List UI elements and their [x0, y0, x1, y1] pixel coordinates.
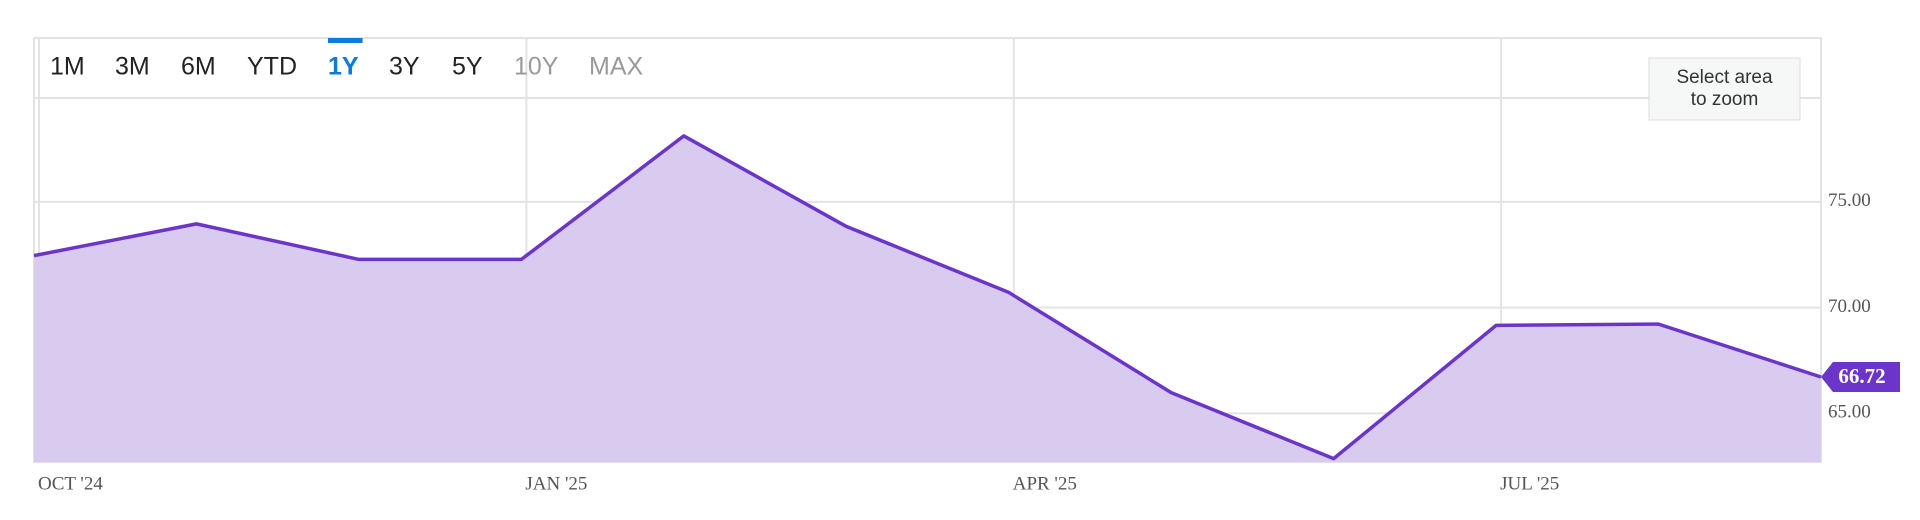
active-range-indicator	[328, 38, 363, 43]
zoom-label-box: Select area to zoom	[1676, 67, 1773, 110]
y-tick-label: 65.00	[1828, 402, 1871, 423]
range-button[interactable]: 1Y	[328, 53, 359, 81]
range-button[interactable]: YTD	[247, 53, 297, 81]
range-button[interactable]: 1M	[50, 53, 85, 81]
range-button[interactable]: 3Y	[389, 53, 420, 81]
x-tick-label: JAN '25	[525, 473, 587, 494]
last-price-tag	[1821, 361, 1900, 392]
price-line	[33, 134, 1822, 461]
range-button[interactable]: 3M	[115, 53, 150, 81]
last-price-label: 66.72	[1838, 364, 1885, 388]
range-button[interactable]: 5Y	[452, 53, 483, 81]
x-tick-label: OCT '24	[38, 473, 103, 494]
zoom-label[interactable]: Select area to zoom	[1676, 67, 1773, 110]
range-button: 10Y	[514, 53, 559, 81]
y-tick-label: 70.00	[1828, 296, 1871, 317]
y-tick-label: 75.00	[1828, 190, 1871, 211]
range-button: MAX	[589, 53, 644, 81]
zoom-button[interactable]	[1648, 57, 1801, 121]
x-tick-label: APR '25	[1013, 473, 1077, 494]
x-tick-label: JUL '25	[1500, 473, 1559, 494]
range-button[interactable]: 6M	[181, 53, 216, 81]
area-fill	[34, 135, 1821, 462]
